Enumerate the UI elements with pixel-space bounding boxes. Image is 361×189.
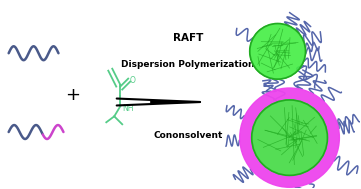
- Circle shape: [252, 100, 327, 175]
- Text: RAFT: RAFT: [173, 33, 203, 43]
- Text: +: +: [65, 85, 80, 104]
- Text: O: O: [129, 76, 135, 85]
- Text: Dispersion Polymerization: Dispersion Polymerization: [121, 60, 255, 69]
- Text: NH: NH: [122, 104, 134, 113]
- Circle shape: [250, 24, 305, 79]
- Circle shape: [240, 88, 339, 187]
- Text: Cononsolvent: Cononsolvent: [153, 131, 223, 140]
